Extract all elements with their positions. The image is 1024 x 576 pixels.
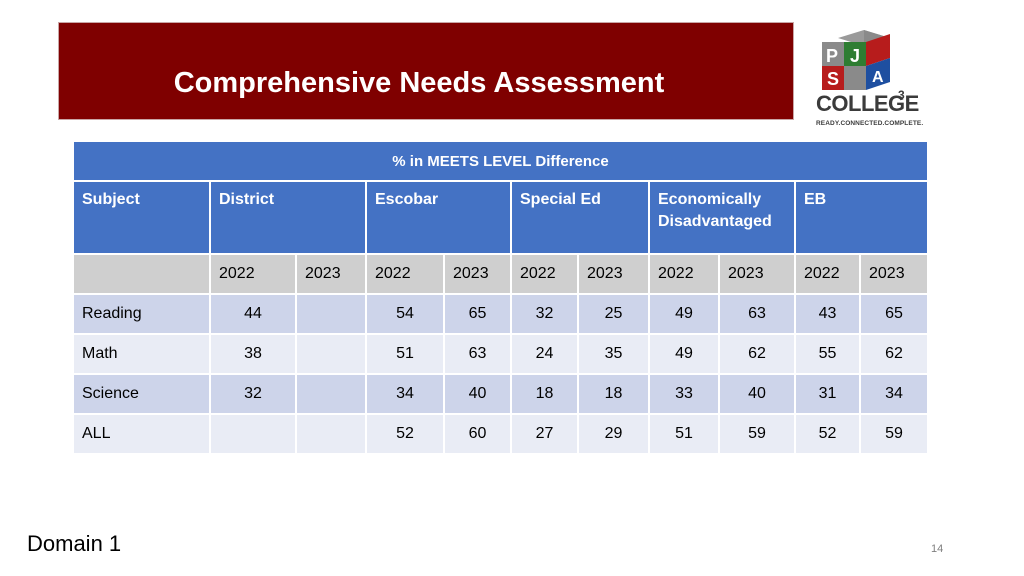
logo-letter: A <box>872 69 884 86</box>
value-cell: 32 <box>209 373 297 415</box>
value-cell: 32 <box>510 293 579 335</box>
year-cell-blank <box>72 253 211 295</box>
value-cell: 51 <box>648 413 720 455</box>
value-cell: 49 <box>648 293 720 335</box>
subject-cell: ALL <box>72 413 211 455</box>
value-cell: 59 <box>858 413 930 455</box>
group-header-escobar: Escobar <box>365 180 512 255</box>
page-number: 14 <box>931 543 944 555</box>
value-cell: 29 <box>577 413 650 455</box>
logo-tile-p <box>822 42 844 66</box>
value-cell: 18 <box>510 373 579 415</box>
value-cell: 35 <box>577 333 650 375</box>
group-header-econ-disadvantaged: Economically Disadvantaged <box>648 180 796 255</box>
value-cell: 52 <box>365 413 445 455</box>
year-cell: 2023 <box>858 253 930 295</box>
title-band: Comprehensive Needs Assessment <box>58 22 794 120</box>
value-cell: 65 <box>443 293 512 335</box>
year-cell: 2022 <box>510 253 579 295</box>
value-cell: 65 <box>858 293 930 335</box>
logo-superscript: 3 <box>898 88 905 102</box>
value-cell <box>295 293 367 335</box>
value-cell: 27 <box>510 413 579 455</box>
value-cell: 55 <box>794 333 861 375</box>
logo-letter: J <box>850 46 860 66</box>
group-header-special-ed: Special Ed <box>510 180 650 255</box>
table-row-reading: Reading 44 54 65 32 25 49 63 43 65 <box>72 293 930 335</box>
table-caption: % in MEETS LEVEL Difference <box>71 140 930 182</box>
value-cell: 18 <box>577 373 650 415</box>
value-cell: 38 <box>209 333 297 375</box>
subject-header: Subject <box>72 180 211 255</box>
value-cell: 63 <box>443 333 512 375</box>
value-cell: 24 <box>510 333 579 375</box>
table-row-math: Math 38 51 63 24 35 49 62 55 62 <box>72 333 930 375</box>
value-cell <box>295 413 367 455</box>
meets-level-table: % in MEETS LEVEL Difference Subject Dist… <box>71 140 930 455</box>
psja-logo-icon: P S J A <box>822 30 890 90</box>
value-cell: 40 <box>718 373 796 415</box>
year-cell: 2022 <box>209 253 297 295</box>
year-cell: 2023 <box>718 253 796 295</box>
domain-label: Domain 1 <box>27 531 122 556</box>
value-cell: 59 <box>718 413 796 455</box>
value-cell: 34 <box>858 373 930 415</box>
value-cell: 63 <box>718 293 796 335</box>
value-cell: 34 <box>365 373 445 415</box>
year-cell: 2022 <box>794 253 861 295</box>
year-cell: 2023 <box>295 253 367 295</box>
logo-letter: P <box>826 46 838 66</box>
value-cell <box>209 413 297 455</box>
table-row-science: Science 32 34 40 18 18 33 40 31 34 <box>72 373 930 415</box>
year-cell: 2023 <box>443 253 512 295</box>
subject-cell: Reading <box>72 293 211 335</box>
logo-tile-j <box>844 42 866 66</box>
year-cell: 2022 <box>365 253 445 295</box>
value-cell: 40 <box>443 373 512 415</box>
value-cell: 43 <box>794 293 861 335</box>
value-cell: 52 <box>794 413 861 455</box>
logo-wordmark: COLLEGE <box>816 91 919 116</box>
year-cell: 2022 <box>648 253 720 295</box>
value-cell: 54 <box>365 293 445 335</box>
group-header-eb: EB <box>793 180 930 255</box>
value-cell: 33 <box>648 373 720 415</box>
subject-cell: Science <box>72 373 211 415</box>
logo-tagline: READY.CONNECTED.COMPLETE. <box>816 120 924 127</box>
value-cell: 60 <box>443 413 512 455</box>
subject-cell: Math <box>72 333 211 375</box>
value-cell: 44 <box>209 293 297 335</box>
value-cell: 25 <box>577 293 650 335</box>
group-header-district: District <box>209 180 367 255</box>
logo-letter: S <box>827 69 839 89</box>
table-row-all: ALL 52 60 27 29 51 59 52 59 <box>72 413 930 455</box>
value-cell <box>295 373 367 415</box>
value-cell <box>295 333 367 375</box>
value-cell: 31 <box>794 373 861 415</box>
logo-cube: P S J A <box>822 30 890 90</box>
value-cell: 51 <box>365 333 445 375</box>
value-cell: 62 <box>858 333 930 375</box>
value-cell: 62 <box>718 333 796 375</box>
logo-tile-a <box>866 58 890 90</box>
slide-title: Comprehensive Needs Assessment <box>173 67 665 99</box>
year-row: 2022 2023 2022 2023 2022 2023 2022 2023 … <box>72 253 930 295</box>
logo-tile-s <box>822 66 844 90</box>
value-cell: 49 <box>648 333 720 375</box>
year-cell: 2023 <box>577 253 650 295</box>
